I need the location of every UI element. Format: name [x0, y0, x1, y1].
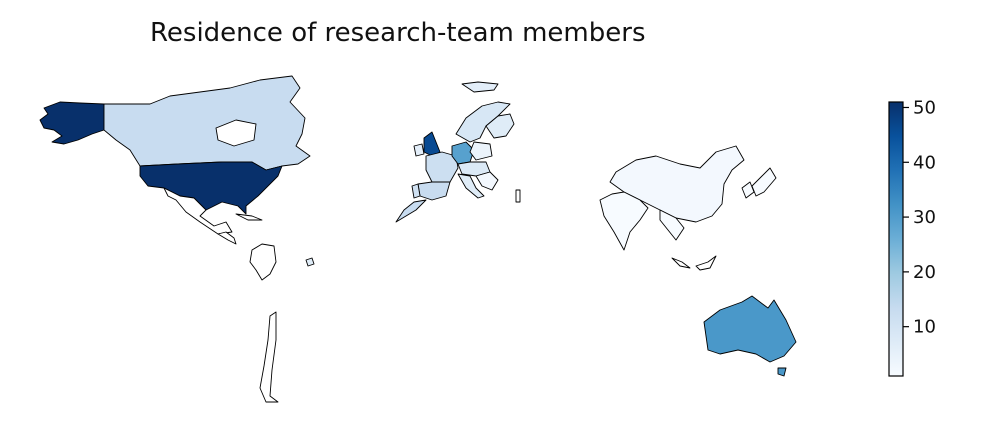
region-france	[425, 151, 459, 183]
region-canada-island	[215, 119, 257, 147]
region-uk	[423, 131, 441, 157]
region-tasmania	[777, 367, 787, 377]
region-portugal	[411, 183, 421, 199]
region-colombia	[249, 243, 277, 281]
region-australia	[703, 295, 797, 363]
colorbar-tick-label: 10	[913, 317, 936, 338]
region-chile	[259, 311, 279, 403]
region-malta	[515, 189, 521, 203]
region-italy	[457, 173, 485, 199]
region-scandinavia	[455, 101, 511, 143]
region-canada	[103, 75, 311, 171]
colorbar-ticks: 10 20 30 40 50	[903, 97, 936, 338]
region-spain	[417, 181, 451, 201]
region-southeast-asia	[659, 209, 685, 241]
region-central-america	[217, 231, 237, 245]
colorbar-tick-label: 20	[913, 262, 936, 283]
region-indonesia	[671, 255, 717, 271]
region-north-africa-coast	[395, 199, 427, 223]
region-finland	[485, 113, 515, 139]
region-iceland	[461, 81, 499, 93]
region-trinidad	[305, 257, 315, 267]
region-balkans	[475, 171, 499, 191]
region-usa	[139, 161, 283, 215]
region-korea	[741, 181, 755, 199]
region-cuba	[235, 213, 263, 221]
region-alaska	[39, 101, 105, 145]
map-title: Residence of research-team members	[150, 18, 646, 48]
region-india	[599, 191, 649, 251]
region-poland	[469, 141, 493, 161]
region-ireland	[413, 143, 425, 157]
colorbar-tick-label: 40	[913, 152, 936, 173]
colorbar-tick-label: 30	[913, 207, 936, 228]
colorbar-tick-label: 50	[913, 97, 936, 118]
colorbar	[888, 101, 904, 377]
region-mexico	[163, 187, 233, 235]
region-japan	[751, 167, 777, 197]
